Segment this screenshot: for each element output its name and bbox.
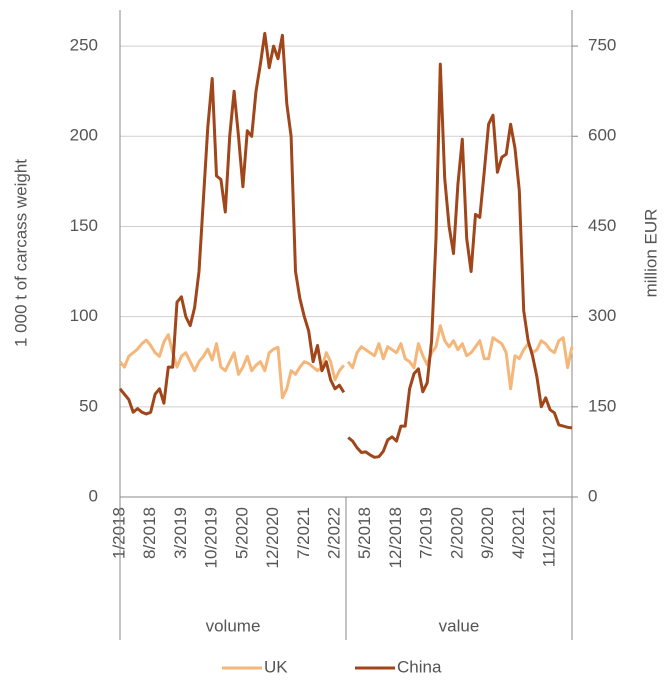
y2-tick-label: 450 [588, 216, 616, 235]
legend-label: China [397, 657, 442, 676]
y-tick-label: 250 [70, 36, 98, 55]
x-tick-label: 4/2021 [509, 507, 528, 559]
line-series [346, 324, 574, 391]
x-tick-label: 2/2020 [447, 507, 466, 559]
y2-axis-title: million EUR [641, 209, 660, 298]
x-tick-label: 7/2021 [294, 507, 313, 559]
x-tick-label: 10/2019 [202, 507, 221, 568]
y2-tick-label: 300 [588, 306, 616, 325]
line-series [118, 333, 345, 400]
x-tick-label: 11/2021 [540, 507, 559, 567]
group-label: value [439, 616, 480, 635]
x-tick-label: 1/2018 [109, 507, 128, 559]
y-tick-label: 150 [70, 216, 98, 235]
y2-tick-label: 150 [588, 396, 616, 415]
x-tick-label: 2/2022 [325, 507, 344, 559]
x-tick-label: 9/2020 [478, 507, 497, 559]
x-tick-label: 8/2018 [140, 507, 159, 559]
y-tick-label: 50 [79, 396, 98, 415]
x-tick-label: 3/2019 [171, 507, 190, 559]
line-series [347, 62, 573, 459]
y2-tick-label: 750 [588, 36, 616, 55]
x-tick-label: 5/2020 [232, 507, 251, 559]
x-tick-label: 12/2020 [263, 507, 282, 568]
x-tick-label: 12/2018 [386, 507, 405, 568]
legend-label: UK [264, 657, 288, 676]
y-tick-label: 100 [70, 306, 98, 325]
y2-tick-label: 600 [588, 126, 616, 145]
group-label: volume [206, 616, 261, 635]
x-tick-label: 7/2019 [417, 507, 436, 559]
y-tick-label: 200 [70, 126, 98, 145]
y-axis-title: 1 000 t of carcass weight [11, 159, 30, 347]
y-tick-label: 0 [89, 486, 98, 505]
line-series [118, 31, 346, 416]
x-tick-label: 5/2018 [355, 507, 374, 559]
y2-tick-label: 0 [588, 486, 597, 505]
